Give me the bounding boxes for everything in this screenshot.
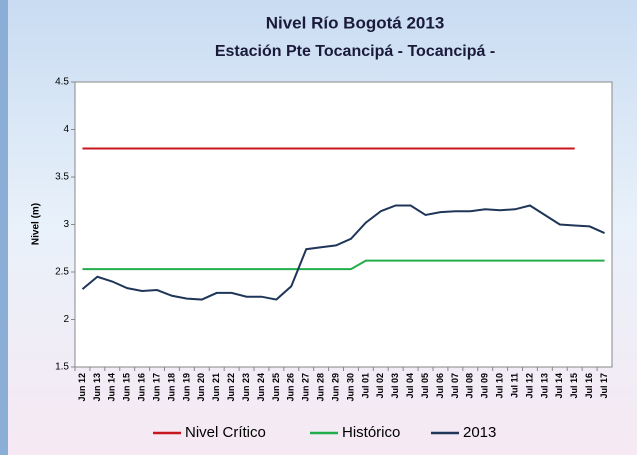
plot-area xyxy=(74,81,613,368)
x-tick-label: Jun 20 xyxy=(196,373,206,402)
x-tick-label: Jul 17 xyxy=(599,373,609,399)
x-tick-label: Jun 16 xyxy=(137,373,147,402)
y-tick-label: 1.5 xyxy=(55,362,69,373)
x-tick-label: Jun 23 xyxy=(241,373,251,402)
x-tick-label: Jul 15 xyxy=(569,373,579,399)
x-tick-label: Jul 10 xyxy=(495,373,505,399)
x-tick-label: Jul 16 xyxy=(584,373,594,399)
x-tick-label: Jul 03 xyxy=(390,373,400,399)
x-tick-label: Jul 08 xyxy=(465,373,475,399)
x-tick-label: Jun 27 xyxy=(301,373,311,402)
x-tick-label: Jun 14 xyxy=(107,373,117,402)
x-tick-label: Jul 14 xyxy=(554,373,564,399)
x-tick-label: Jun 21 xyxy=(211,373,221,402)
x-tick-label: Jul 06 xyxy=(435,373,445,399)
x-tick-label: Jun 15 xyxy=(122,373,132,402)
x-tick-label: Jun 30 xyxy=(345,373,355,402)
x-tick-label: Jul 05 xyxy=(420,373,430,399)
x-tick-label: Jul 01 xyxy=(360,373,370,399)
x-tick-label: Jun 24 xyxy=(256,373,266,402)
y-tick-label: 2.5 xyxy=(55,267,69,278)
x-tick-label: Jun 22 xyxy=(226,373,236,402)
x-tick-label: Jun 13 xyxy=(92,373,102,402)
chart-title: Nivel Río Bogotá 2013 xyxy=(266,13,445,32)
x-tick-label: Jun 17 xyxy=(151,373,161,402)
chart-subtitle: Estación Pte Tocancipá - Tocancipá - xyxy=(215,43,495,60)
x-tick-label: Jun 12 xyxy=(77,373,87,402)
y-tick-label: 3 xyxy=(63,219,69,230)
x-tick-label: Jul 04 xyxy=(405,373,415,399)
y-tick-label: 4 xyxy=(63,124,69,135)
x-tick-label: Jun 26 xyxy=(286,373,296,402)
x-tick-label: Jun 19 xyxy=(181,373,191,402)
y-tick-label: 2 xyxy=(63,314,69,325)
left-border xyxy=(0,0,8,455)
x-tick-label: Jun 25 xyxy=(271,373,281,402)
x-tick-label: Jul 13 xyxy=(539,373,549,399)
legend-label: Nivel Crítico xyxy=(185,424,266,441)
y-axis-label: Nivel (m) xyxy=(31,203,42,245)
x-tick-label: Jul 02 xyxy=(375,373,385,399)
legend-label: 2013 xyxy=(463,424,496,441)
x-tick-label: Jul 09 xyxy=(480,373,490,399)
series-line xyxy=(81,204,605,301)
x-tick-label: Jul 11 xyxy=(509,373,519,398)
x-tick-label: Jul 07 xyxy=(450,373,460,399)
x-tick-label: Jun 18 xyxy=(166,373,176,402)
x-tick-label: Jun 29 xyxy=(330,373,340,402)
legend-label: Histórico xyxy=(342,424,400,441)
series-line xyxy=(82,259,605,271)
y-tick-label: 4.5 xyxy=(55,77,69,88)
x-tick-label: Jul 12 xyxy=(524,373,534,399)
x-tick-label: Jun 28 xyxy=(316,373,326,402)
y-tick-label: 3.5 xyxy=(55,172,69,183)
